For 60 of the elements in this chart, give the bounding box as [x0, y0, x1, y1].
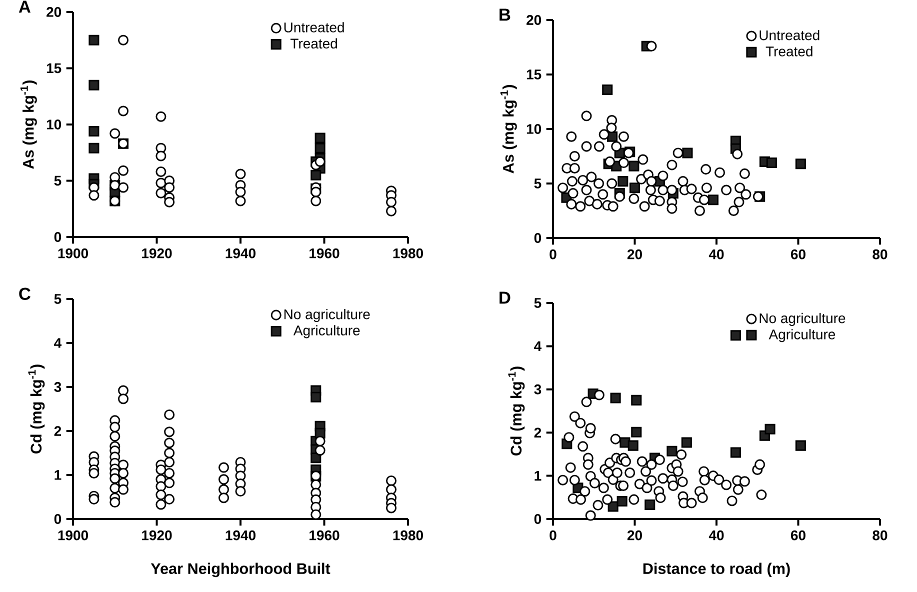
y-tick-label: 4 [534, 341, 542, 352]
chart-title: D [500, 292, 510, 304]
legend-label: No agriculture [760, 312, 846, 326]
chart-title: B [500, 8, 510, 21]
y-tick-label: 20 [526, 15, 542, 25]
x-tick-label: 80 [872, 249, 888, 260]
y-tick-label: 10 [46, 120, 62, 130]
y-axis-title: Cd (mg kg$^{-1}$) [28, 364, 45, 454]
y-tick-label: 3 [54, 382, 62, 392]
y-axis-title: Cd (mg kg$^{-1}$) [508, 366, 525, 456]
x-tick-label: 1980 [393, 530, 423, 540]
y-tick-label: 5 [54, 294, 62, 304]
y-axis-title: As (mg kg$^{-1}$) [500, 85, 517, 174]
chart-title: C [19, 288, 30, 300]
x-axis-title: Year Neighborhood Built [150, 562, 330, 578]
y-tick-label: 3 [534, 384, 542, 394]
x-tick-label: 1980 [393, 248, 423, 258]
x-tick-label: 1960 [310, 248, 340, 258]
x-tick-label: 60 [790, 530, 806, 540]
y-tick-label: 15 [46, 63, 62, 74]
y-tick-label: 2 [54, 426, 62, 436]
x-tick-label: 60 [790, 249, 806, 260]
x-tick-label: 0 [550, 249, 556, 260]
y-tick-label: 0 [534, 233, 542, 243]
x-tick-label: 0 [550, 530, 556, 540]
y-tick-label: 5 [534, 298, 542, 308]
x-tick-label: 1920 [142, 530, 172, 540]
y-tick-label: 1 [534, 470, 542, 481]
x-tick-label: 1920 [142, 248, 172, 258]
x-tick-label: 1900 [58, 248, 88, 258]
x-tick-label: 1940 [226, 248, 256, 258]
y-tick-label: 2 [534, 428, 542, 438]
x-tick-label: 1900 [58, 530, 88, 540]
x-tick-label: 1940 [226, 530, 256, 540]
legend-label: No agriculture [284, 309, 370, 322]
x-tick-label: 40 [708, 249, 724, 260]
y-tick-label: 5 [534, 178, 542, 188]
chart-title: A [18, 0, 31, 13]
y-tick-label: 0 [534, 514, 542, 524]
legend-label: Untreated [760, 30, 820, 40]
y-tick-label: 15 [526, 70, 542, 80]
y-tick-label: 10 [526, 124, 542, 134]
x-tick-label: 80 [872, 530, 888, 540]
x-tick-label: 20 [627, 530, 642, 540]
legend-label: Agriculture [293, 325, 360, 338]
y-tick-label: 1 [54, 470, 62, 480]
legend-label: Untreated [284, 22, 344, 32]
y-tick-label: 20 [46, 7, 62, 17]
legend-label: Treated [290, 38, 338, 49]
x-tick-label: 20 [627, 249, 642, 260]
legend-label: Agriculture [768, 329, 836, 342]
y-axis-title: As (mg kg$^{-1}$) [20, 80, 37, 169]
y-tick-label: 0 [54, 514, 62, 524]
x-tick-label: 1960 [310, 530, 340, 540]
y-tick-label: 0 [54, 232, 62, 242]
y-tick-label: 4 [54, 338, 62, 348]
y-tick-label: 5 [54, 176, 62, 186]
legend-label: Treated [766, 46, 812, 56]
x-tick-label: 40 [708, 530, 724, 540]
x-axis-title: Distance to road (m) [643, 562, 790, 578]
